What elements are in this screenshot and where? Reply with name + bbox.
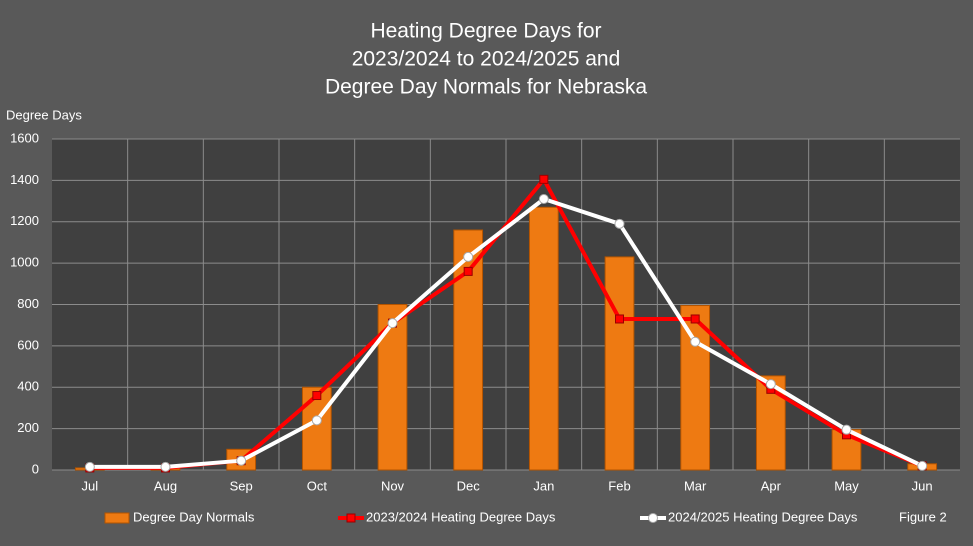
- legend-marker: [648, 513, 658, 523]
- marker: [690, 314, 700, 324]
- marker: [841, 424, 852, 435]
- x-tick-label: May: [834, 478, 859, 493]
- x-tick-label: Jul: [82, 478, 99, 493]
- x-tick-label: Mar: [684, 478, 707, 493]
- y-tick-label: 1400: [10, 172, 39, 187]
- y-tick-label: 400: [17, 379, 39, 394]
- legend-swatch: [104, 512, 130, 524]
- x-tick-label: Nov: [381, 478, 405, 493]
- x-tick-label: Oct: [307, 478, 328, 493]
- x-tick-label: Jan: [533, 478, 554, 493]
- x-tick-label: Feb: [608, 478, 630, 493]
- legend-marker: [346, 513, 356, 523]
- annotation: Figure 2: [899, 509, 947, 524]
- marker: [387, 318, 398, 329]
- x-tick-label: Sep: [230, 478, 253, 493]
- x-tick-label: Aug: [154, 478, 177, 493]
- y-tick-label: 1200: [10, 213, 39, 228]
- marker: [160, 461, 171, 472]
- y-tick-label: 200: [17, 420, 39, 435]
- x-tick-label: Dec: [457, 478, 481, 493]
- bar: [377, 304, 408, 471]
- marker: [84, 461, 95, 472]
- y-tick-label: 600: [17, 337, 39, 352]
- bar: [680, 305, 711, 471]
- y-tick-label: 1600: [10, 130, 39, 145]
- marker: [615, 314, 624, 324]
- chart-title: Heating Degree Days for: [370, 20, 601, 43]
- x-tick-label: Apr: [761, 478, 782, 493]
- marker: [538, 193, 549, 204]
- marker: [614, 218, 625, 229]
- marker: [539, 174, 549, 184]
- y-tick-label: 800: [17, 296, 39, 311]
- marker: [311, 415, 322, 426]
- legend-label: Degree Day Normals: [133, 509, 255, 524]
- y-tick-label: 0: [32, 461, 39, 476]
- legend-label: 2024/2025 Heating Degree Days: [668, 509, 858, 524]
- bar: [528, 206, 559, 471]
- marker: [236, 455, 247, 466]
- marker: [312, 391, 322, 401]
- x-tick-label: Jun: [912, 478, 933, 493]
- bar: [301, 386, 332, 471]
- line: [89, 196, 924, 469]
- chart-title: Degree Day Normals for Nebraska: [325, 76, 647, 99]
- chart-title: 2023/2024 to 2024/2025 and: [352, 48, 621, 71]
- marker: [463, 266, 473, 276]
- y-axis-label: Degree Days: [6, 107, 82, 122]
- bar: [604, 256, 635, 471]
- marker: [917, 460, 928, 471]
- marker: [463, 251, 474, 262]
- marker: [690, 336, 701, 347]
- legend-label: 2023/2024 Heating Degree Days: [366, 509, 556, 524]
- marker: [765, 379, 776, 390]
- y-tick-label: 1000: [10, 255, 39, 270]
